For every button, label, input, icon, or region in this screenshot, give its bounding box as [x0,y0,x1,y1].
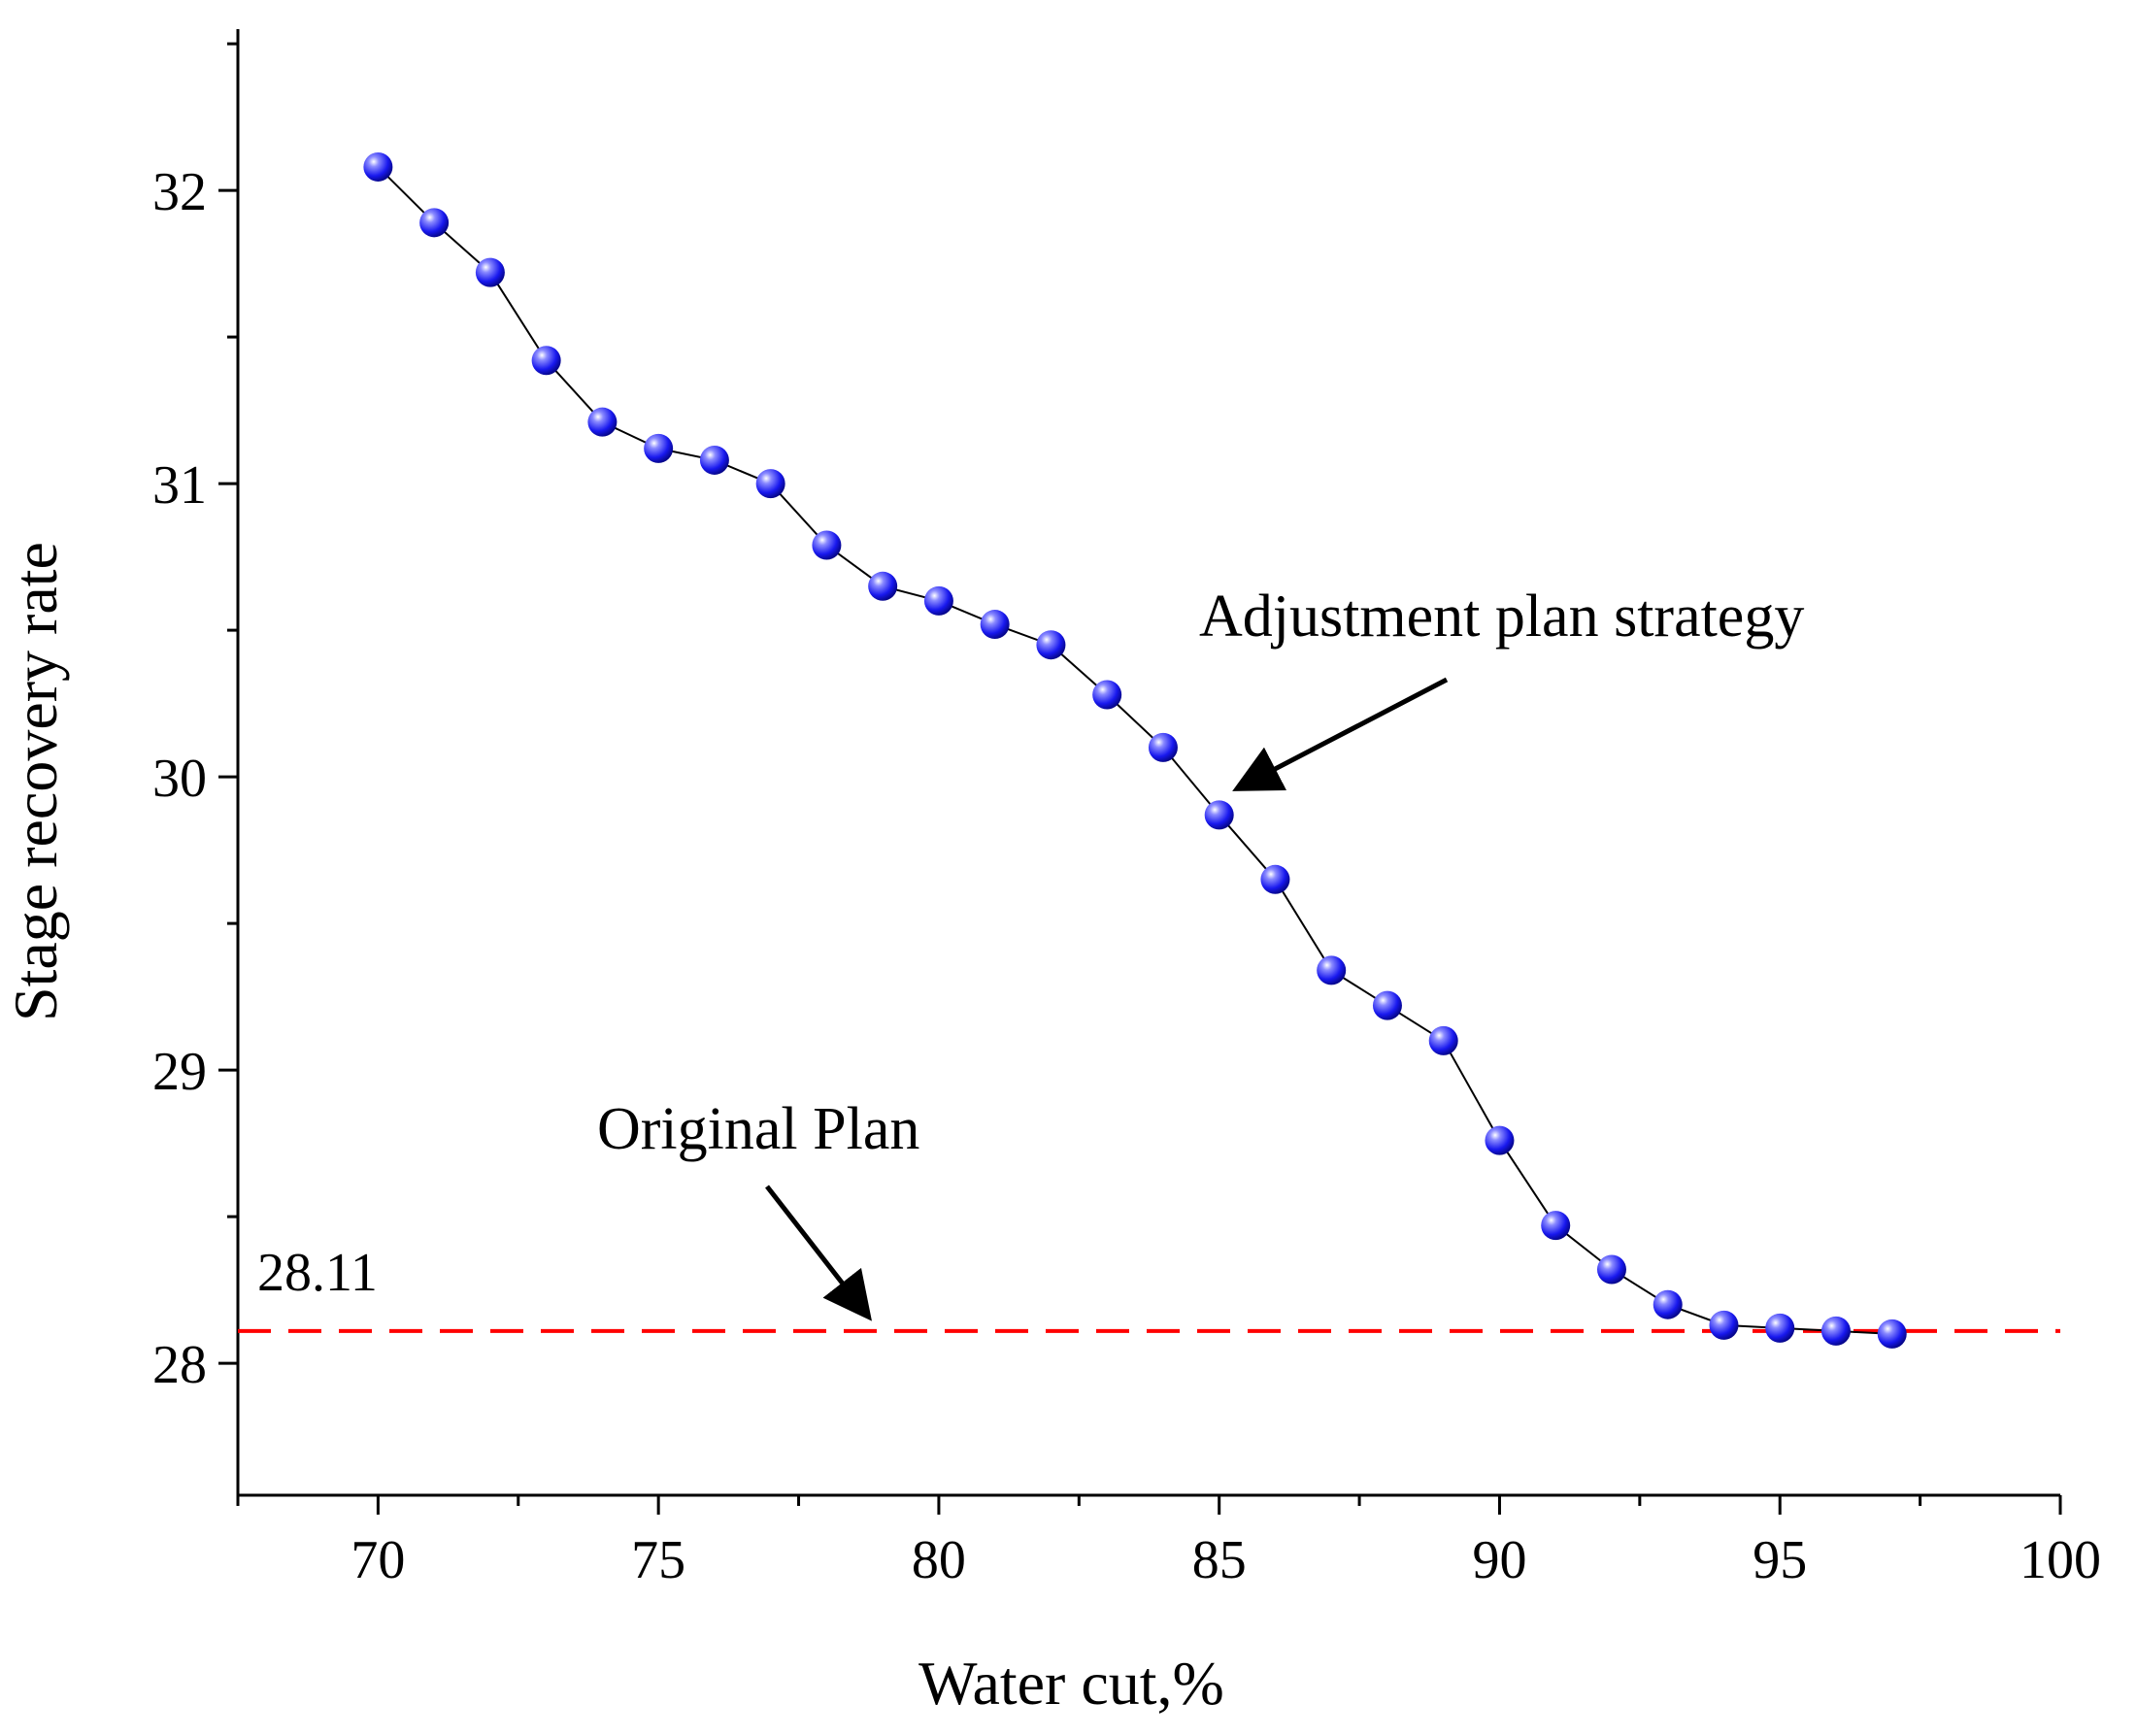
annotations-group: Adjustment plan strategy Original Plan [597,584,1804,1321]
x-tick-label: 70 [351,1530,405,1590]
y-axis-title: Stage recovery rate [1,542,70,1021]
data-point [644,433,674,463]
annotation-adjustment-arrow [1232,677,1449,791]
x-tick-label: 100 [2020,1530,2101,1590]
x-axis-title: Water cut,% [918,1649,1224,1718]
series-line [377,166,1892,1335]
data-point [1317,955,1347,985]
series-group [363,151,1907,1349]
y-tick-label: 31 [152,455,207,516]
data-point [1596,1254,1626,1285]
x-tick-label: 85 [1192,1530,1247,1590]
annotation-original-arrow [765,1185,872,1321]
x-tick-label: 90 [1472,1530,1526,1590]
data-point [1709,1310,1739,1340]
y-tick-label: 28 [152,1335,207,1395]
data-point [363,151,393,182]
data-point [1036,630,1066,660]
data-point [868,571,898,601]
data-point [980,610,1010,640]
data-point [1260,864,1290,894]
x-tick-label: 75 [631,1530,685,1590]
data-point [1372,990,1402,1020]
data-point [1765,1313,1795,1343]
data-point [1541,1211,1571,1241]
reference-line-label: 28.11 [257,1243,378,1303]
data-point [475,257,505,287]
data-point [587,407,618,437]
data-point [812,530,842,560]
data-point [531,346,561,376]
y-tick-label: 32 [152,162,207,222]
data-point [1148,732,1178,762]
x-tick-label: 80 [912,1530,966,1590]
data-point [1877,1319,1907,1349]
data-point [755,469,785,499]
y-tick-label: 29 [152,1042,207,1102]
data-point [1204,800,1234,830]
data-point [1092,680,1122,710]
data-point [923,585,953,616]
axes: 70 75 80 85 90 95 100 28 29 30 31 32 Water cut,% Stag… [1,29,2101,1718]
data-point [1653,1289,1683,1319]
annotation-original-label: Original Plan [597,1096,919,1162]
reference-line-group: 28.11 [238,1243,2060,1333]
data-point [1820,1316,1851,1346]
data-point [419,208,450,238]
data-point [1428,1025,1458,1055]
annotation-adjustment-label: Adjustment plan strategy [1199,584,1804,650]
y-tick-label: 30 [152,749,207,809]
data-point [1485,1125,1515,1155]
x-tick-label: 95 [1753,1530,1807,1590]
data-point [699,445,729,475]
